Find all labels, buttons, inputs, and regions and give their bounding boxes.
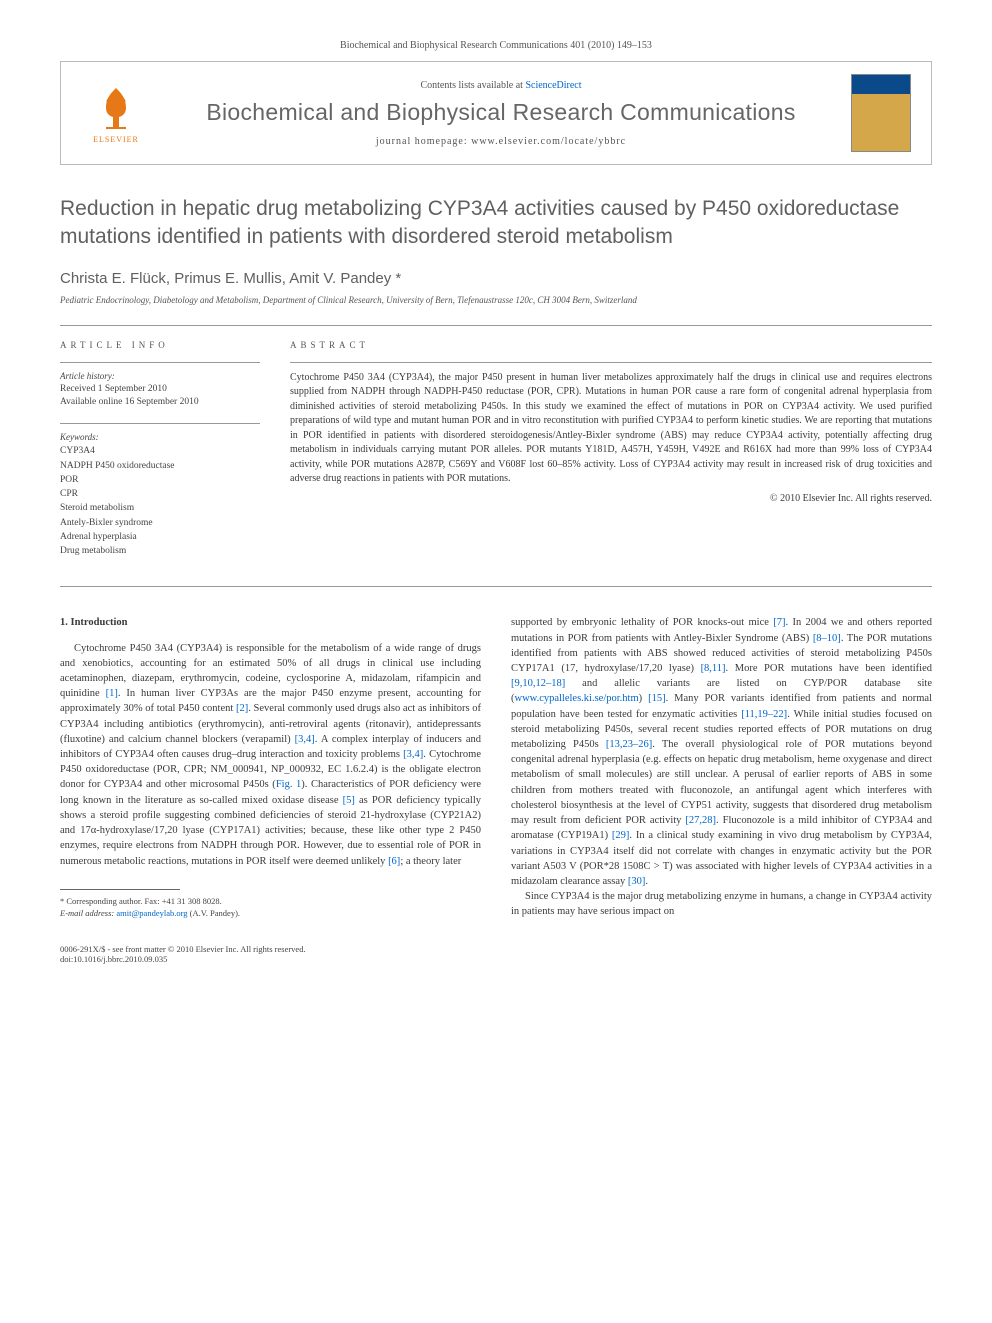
divider: [60, 325, 932, 326]
citation-link[interactable]: [30]: [628, 876, 646, 887]
keyword: Adrenal hyperplasia: [60, 530, 260, 544]
body-paragraph: Cytochrome P450 3A4 (CYP3A4) is responsi…: [60, 641, 481, 869]
divider: [60, 362, 260, 363]
body-column-left: 1. Introduction Cytochrome P450 3A4 (CYP…: [60, 615, 481, 919]
keywords-label: Keywords:: [60, 432, 260, 442]
keyword: Antely-Bixler syndrome: [60, 516, 260, 530]
info-abstract-row: ARTICLE INFO Article history: Received 1…: [60, 340, 932, 573]
email-label: E-mail address:: [60, 908, 116, 918]
divider: [60, 423, 260, 424]
article-info-heading: ARTICLE INFO: [60, 340, 260, 350]
contents-line: Contents lists available at ScienceDirec…: [151, 80, 851, 91]
keyword: NADPH P450 oxidoreductase: [60, 459, 260, 473]
footnote-email: E-mail address: amit@pandeylab.org (A.V.…: [60, 908, 481, 920]
keyword: Drug metabolism: [60, 544, 260, 558]
footer-copyright: 0006-291X/$ - see front matter © 2010 El…: [60, 944, 932, 954]
history-online: Available online 16 September 2010: [60, 396, 260, 409]
abstract-column: ABSTRACT Cytochrome P450 3A4 (CYP3A4), t…: [290, 340, 932, 573]
article-info-column: ARTICLE INFO Article history: Received 1…: [60, 340, 260, 573]
abstract-text: Cytochrome P450 3A4 (CYP3A4), the major …: [290, 371, 932, 487]
homepage-url[interactable]: www.elsevier.com/locate/ybbrc: [471, 136, 626, 147]
citation-link[interactable]: [29]: [612, 830, 630, 841]
citation-link[interactable]: [8,11]: [701, 663, 726, 674]
body-paragraph: supported by embryonic lethality of POR …: [511, 615, 932, 889]
divider: [60, 586, 932, 587]
journal-cover-thumbnail: [851, 74, 911, 152]
body-columns: 1. Introduction Cytochrome P450 3A4 (CYP…: [60, 615, 932, 919]
homepage-line: journal homepage: www.elsevier.com/locat…: [151, 136, 851, 147]
abstract-copyright: © 2010 Elsevier Inc. All rights reserved…: [290, 493, 932, 504]
keywords-list: CYP3A4 NADPH P450 oxidoreductase POR CPR…: [60, 444, 260, 558]
keyword: Steroid metabolism: [60, 501, 260, 515]
history-received: Received 1 September 2010: [60, 383, 260, 396]
keyword: CYP3A4: [60, 444, 260, 458]
citation-link[interactable]: [8–10]: [813, 633, 841, 644]
email-link[interactable]: amit@pandeylab.org: [116, 908, 187, 918]
citation-link[interactable]: [7]: [773, 617, 785, 628]
affiliation: Pediatric Endocrinology, Diabetology and…: [60, 295, 932, 305]
elsevier-tree-icon: [91, 83, 141, 133]
citation-link[interactable]: [15]: [648, 693, 666, 704]
header-box: ELSEVIER Contents lists available at Sci…: [60, 61, 932, 165]
footer-doi: doi:10.1016/j.bbrc.2010.09.035: [60, 954, 932, 964]
section-heading: 1. Introduction: [60, 615, 481, 630]
citation-link[interactable]: [27,28]: [685, 815, 716, 826]
citation-link[interactable]: [11,19–22]: [741, 709, 787, 720]
citation-link[interactable]: [1]: [106, 688, 118, 699]
homepage-prefix: journal homepage:: [376, 136, 471, 147]
journal-title: Biochemical and Biophysical Research Com…: [151, 99, 851, 126]
footer: 0006-291X/$ - see front matter © 2010 El…: [60, 944, 932, 964]
history-label: Article history:: [60, 371, 260, 381]
citation-link[interactable]: [5]: [343, 795, 355, 806]
journal-reference: Biochemical and Biophysical Research Com…: [60, 40, 932, 51]
citation-link[interactable]: [2]: [236, 703, 248, 714]
elsevier-label: ELSEVIER: [93, 135, 139, 144]
keyword: POR: [60, 473, 260, 487]
citation-link[interactable]: [9,10,12–18]: [511, 678, 565, 689]
sciencedirect-link[interactable]: ScienceDirect: [525, 80, 581, 91]
divider: [290, 362, 932, 363]
authors: Christa E. Flück, Primus E. Mullis, Amit…: [60, 270, 932, 287]
elsevier-logo: ELSEVIER: [81, 76, 151, 151]
contents-prefix: Contents lists available at: [420, 80, 525, 91]
external-url[interactable]: www.cypalleles.ki.se/por.htm: [515, 693, 639, 704]
citation-link[interactable]: [3,4]: [295, 734, 315, 745]
citation-link[interactable]: [13,23–26]: [606, 739, 652, 750]
body-paragraph: Since CYP3A4 is the major drug metaboliz…: [511, 889, 932, 919]
footnote-separator: [60, 889, 180, 890]
figure-link[interactable]: Fig. 1: [276, 779, 301, 790]
email-suffix: (A.V. Pandey).: [188, 908, 241, 918]
keyword: CPR: [60, 487, 260, 501]
article-title: Reduction in hepatic drug metabolizing C…: [60, 195, 932, 252]
footnote-corresponding: * Corresponding author. Fax: +41 31 308 …: [60, 896, 481, 908]
body-column-right: supported by embryonic lethality of POR …: [511, 615, 932, 919]
citation-link[interactable]: [6]: [388, 856, 400, 867]
citation-link[interactable]: [3,4]: [403, 749, 423, 760]
header-center: Contents lists available at ScienceDirec…: [151, 80, 851, 147]
abstract-heading: ABSTRACT: [290, 340, 932, 350]
